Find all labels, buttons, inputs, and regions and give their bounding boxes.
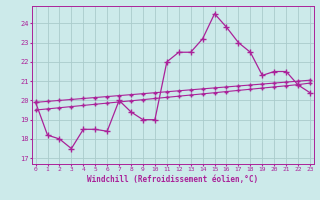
X-axis label: Windchill (Refroidissement éolien,°C): Windchill (Refroidissement éolien,°C) xyxy=(87,175,258,184)
